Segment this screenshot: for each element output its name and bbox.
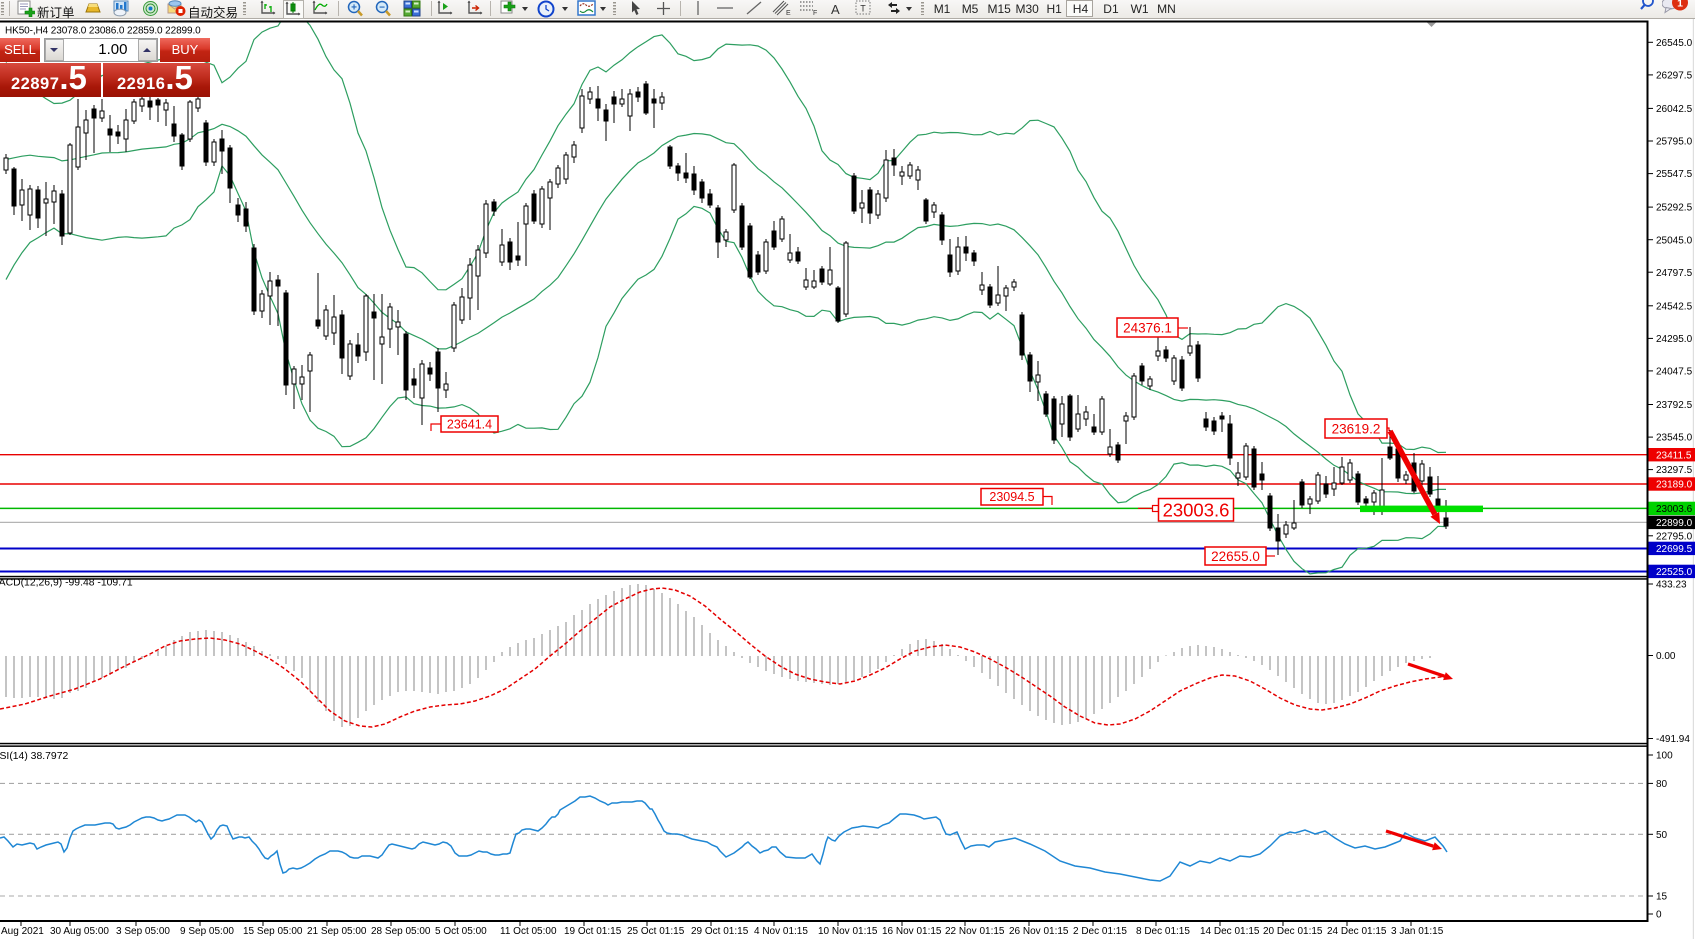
svg-text:24295.0: 24295.0 xyxy=(1656,334,1693,345)
svg-text:E: E xyxy=(786,10,791,16)
svg-text:30 Aug 05:00: 30 Aug 05:00 xyxy=(50,926,109,937)
svg-text:24047.5: 24047.5 xyxy=(1656,367,1693,378)
svg-text:0.00: 0.00 xyxy=(1656,651,1676,662)
svg-text:10 Nov 01:15: 10 Nov 01:15 xyxy=(818,926,878,937)
svg-text:22795.0: 22795.0 xyxy=(1656,531,1693,542)
svg-text:22 Nov 01:15: 22 Nov 01:15 xyxy=(945,926,1005,937)
svg-text:23411.5: 23411.5 xyxy=(1656,450,1692,461)
svg-text:15: 15 xyxy=(1656,892,1668,903)
svg-text:24542.5: 24542.5 xyxy=(1656,301,1693,312)
svg-text:1: 1 xyxy=(1677,0,1683,10)
svg-text:26 Nov 01:15: 26 Nov 01:15 xyxy=(1009,926,1069,937)
svg-text:0: 0 xyxy=(1656,910,1662,921)
svg-text:22525.0: 22525.0 xyxy=(1656,567,1693,578)
svg-text:100: 100 xyxy=(1656,751,1673,762)
svg-text:3 Sep 05:00: 3 Sep 05:00 xyxy=(116,926,170,937)
svg-text:23792.5: 23792.5 xyxy=(1656,400,1693,411)
svg-text:433.23: 433.23 xyxy=(1656,580,1687,591)
svg-text:23641.4: 23641.4 xyxy=(447,418,492,432)
svg-text:23297.5: 23297.5 xyxy=(1656,465,1693,476)
svg-text:HK50-,H4 23078.0 23086.0 2285: HK50-,H4 23078.0 23086.0 22859.0 22899.0 xyxy=(5,26,201,37)
svg-text:24376.1: 24376.1 xyxy=(1123,320,1172,335)
svg-text:Aug 2021: Aug 2021 xyxy=(1,926,44,937)
svg-text:22899.0: 22899.0 xyxy=(1656,518,1693,529)
svg-text:15 Sep 05:00: 15 Sep 05:00 xyxy=(243,926,303,937)
svg-text:23094.5: 23094.5 xyxy=(989,490,1034,504)
svg-text:4 Nov 01:15: 4 Nov 01:15 xyxy=(754,926,808,937)
svg-text:22699.5: 22699.5 xyxy=(1656,544,1693,555)
svg-text:−: − xyxy=(379,3,385,14)
svg-text:8 Dec 01:15: 8 Dec 01:15 xyxy=(1136,926,1190,937)
svg-text:28 Sep 05:00: 28 Sep 05:00 xyxy=(371,926,431,937)
svg-text:+: + xyxy=(351,3,357,14)
svg-text:22655.0: 22655.0 xyxy=(1211,549,1260,564)
svg-text:23545.0: 23545.0 xyxy=(1656,433,1693,444)
svg-text:23003.6: 23003.6 xyxy=(1656,504,1693,515)
svg-text:F: F xyxy=(813,10,817,16)
svg-text:3 Jan 01:15: 3 Jan 01:15 xyxy=(1391,926,1444,937)
svg-text:23003.6: 23003.6 xyxy=(1163,499,1230,520)
svg-text:23189.0: 23189.0 xyxy=(1656,480,1693,491)
svg-text:RSI(14) 38.7972: RSI(14) 38.7972 xyxy=(0,751,68,762)
svg-text:14 Dec 01:15: 14 Dec 01:15 xyxy=(1200,926,1260,937)
svg-text:-491.94: -491.94 xyxy=(1656,734,1690,745)
svg-text:24 Dec 01:15: 24 Dec 01:15 xyxy=(1327,926,1387,937)
svg-text:24797.5: 24797.5 xyxy=(1656,268,1693,279)
svg-text:25795.0: 25795.0 xyxy=(1656,137,1693,148)
svg-text:2 Dec 01:15: 2 Dec 01:15 xyxy=(1073,926,1127,937)
svg-text:16 Nov 01:15: 16 Nov 01:15 xyxy=(882,926,942,937)
svg-text:9 Sep 05:00: 9 Sep 05:00 xyxy=(180,926,234,937)
svg-text:80: 80 xyxy=(1656,779,1668,790)
svg-text:26545.0: 26545.0 xyxy=(1656,38,1693,49)
svg-text:25 Oct 01:15: 25 Oct 01:15 xyxy=(627,926,685,937)
svg-text:25547.5: 25547.5 xyxy=(1656,169,1693,180)
svg-text:29 Oct 01:15: 29 Oct 01:15 xyxy=(691,926,749,937)
svg-text:11 Oct 05:00: 11 Oct 05:00 xyxy=(500,926,557,937)
svg-text:19 Oct 01:15: 19 Oct 01:15 xyxy=(564,926,622,937)
svg-text:26297.5: 26297.5 xyxy=(1656,71,1693,82)
svg-text:50: 50 xyxy=(1656,830,1668,841)
svg-text:5 Oct 05:00: 5 Oct 05:00 xyxy=(435,926,487,937)
svg-text:25292.5: 25292.5 xyxy=(1656,203,1693,214)
svg-text:21 Sep 05:00: 21 Sep 05:00 xyxy=(307,926,367,937)
svg-text:25045.0: 25045.0 xyxy=(1656,235,1693,246)
svg-text:MACD(12,26,9) -99.48 -109.71: MACD(12,26,9) -99.48 -109.71 xyxy=(0,578,133,589)
svg-text:T: T xyxy=(860,4,866,14)
svg-text:20 Dec 01:15: 20 Dec 01:15 xyxy=(1263,926,1323,937)
svg-text:23619.2: 23619.2 xyxy=(1332,421,1381,436)
svg-text:26042.5: 26042.5 xyxy=(1656,104,1693,115)
